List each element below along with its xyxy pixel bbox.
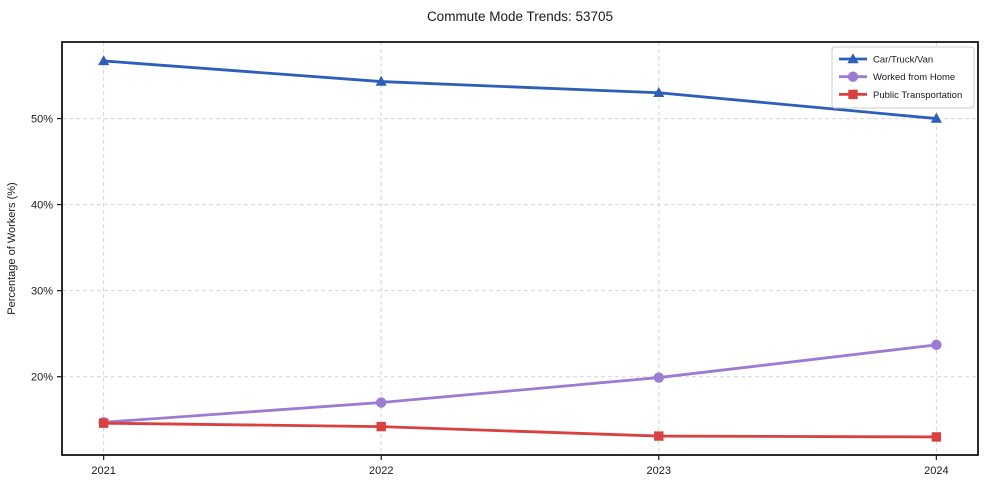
y-tick-label: 50% bbox=[31, 114, 53, 126]
x-tick-label: 2024 bbox=[924, 465, 948, 477]
legend-square-marker bbox=[848, 89, 858, 100]
circle-marker bbox=[653, 372, 664, 383]
triangle-marker bbox=[653, 86, 665, 97]
square-marker bbox=[98, 418, 109, 428]
square-marker bbox=[654, 431, 664, 441]
series-line bbox=[102, 343, 938, 424]
y-tick-label: 20% bbox=[31, 372, 53, 384]
legend-triangle-marker bbox=[847, 53, 859, 64]
circle-marker bbox=[376, 397, 387, 408]
legend-label: Worked from Home bbox=[873, 72, 955, 83]
square-marker bbox=[376, 421, 386, 432]
legend-circle-marker bbox=[847, 71, 859, 82]
x-tick-label: 2023 bbox=[647, 465, 671, 477]
y-tick-label: 30% bbox=[31, 286, 53, 298]
triangle-marker bbox=[375, 75, 387, 86]
chart-title: Commute Mode Trends: 53705 bbox=[427, 9, 613, 24]
x-tick-label: 2021 bbox=[91, 465, 115, 477]
triangle-marker bbox=[930, 112, 942, 123]
circle-marker bbox=[931, 339, 942, 351]
triangle-marker bbox=[98, 55, 110, 66]
series-line bbox=[102, 59, 938, 120]
legend-label: Public Transportation bbox=[873, 90, 962, 101]
y-tick-label: 40% bbox=[31, 200, 53, 212]
plot-border bbox=[61, 41, 979, 456]
x-tick-label: 2022 bbox=[369, 465, 393, 477]
y-axis-label: Percentage of Workers (%) bbox=[6, 182, 18, 314]
legend bbox=[831, 46, 975, 109]
legend-label: Car/Truck/Van bbox=[873, 55, 933, 66]
square-marker bbox=[931, 432, 942, 442]
series-line bbox=[102, 421, 938, 439]
